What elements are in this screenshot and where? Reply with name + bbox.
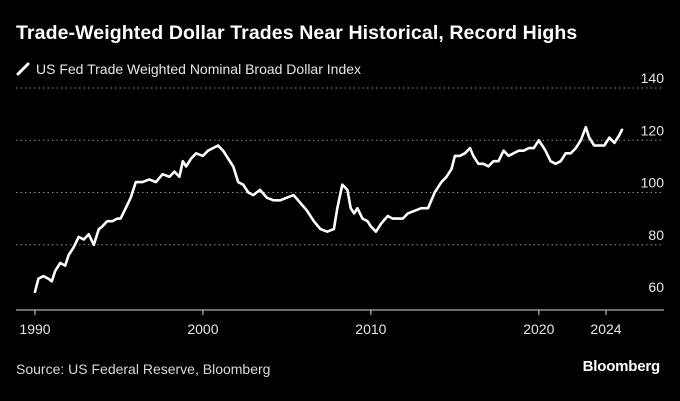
- x-tick-label-2010: 2010: [355, 321, 386, 337]
- source-note: Source: US Federal Reserve, Bloomberg: [16, 361, 271, 377]
- series-layer: [33, 125, 624, 294]
- y-tick-label-120: 120: [641, 122, 665, 138]
- y-tick-label-100: 100: [641, 175, 665, 191]
- legend: US Fed Trade Weighted Nominal Broad Doll…: [16, 61, 361, 77]
- x-tick-label-2024: 2024: [590, 321, 621, 337]
- legend-line-swatch-icon: [16, 62, 30, 76]
- x-axis: 1990 2000 2010 2020 2024: [16, 309, 664, 337]
- y-tick-label-140: 140: [641, 70, 665, 86]
- x-tick-label-1990: 1990: [19, 321, 50, 337]
- x-tick-label-2000: 2000: [187, 321, 218, 337]
- y-axis: 60 80 100 120 140: [641, 70, 665, 295]
- y-tick-label-80: 80: [648, 227, 664, 243]
- series-line-0: [33, 125, 624, 294]
- bloomberg-logo: Bloomberg: [582, 358, 661, 375]
- x-tick-label-2020: 2020: [523, 321, 554, 337]
- chart-title: Trade-Weighted Dollar Trades Near Histor…: [16, 22, 578, 44]
- y-tick-label-60: 60: [648, 279, 664, 295]
- legend-label: US Fed Trade Weighted Nominal Broad Doll…: [36, 61, 362, 77]
